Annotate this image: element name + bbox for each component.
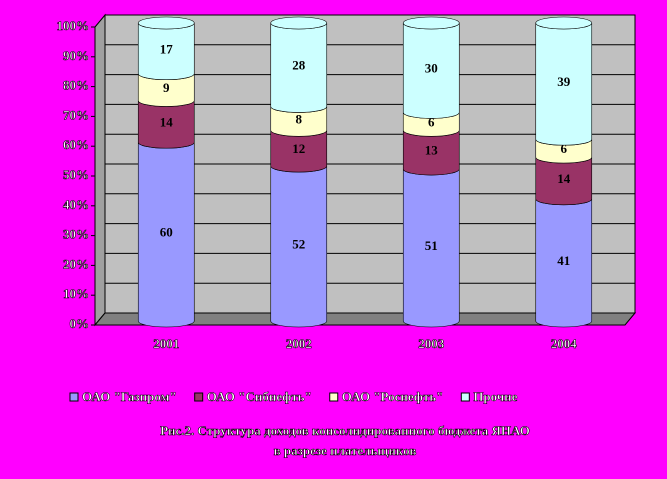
data-label: 17 [160, 41, 174, 56]
data-label: 14 [160, 114, 174, 129]
x-tick-label: 2002 [286, 336, 312, 351]
chart-title: Рис.2. Структура доходов консолидированн… [160, 423, 530, 438]
cylinder-top [270, 16, 328, 30]
y-tick-label: 80% [63, 78, 89, 93]
x-tick-label: 2001 [153, 336, 179, 351]
legend-swatch [329, 392, 339, 402]
legend-swatch [460, 392, 470, 402]
data-label: 6 [428, 114, 435, 129]
legend-label: ОАО "Газпром" [82, 389, 177, 404]
data-label: 41 [557, 253, 570, 268]
x-tick-label: 2004 [551, 336, 578, 351]
y-tick-label: 0% [70, 316, 90, 331]
data-label: 14 [557, 171, 571, 186]
cylinder-top [402, 16, 460, 30]
data-label: 6 [561, 141, 568, 156]
chart-title: в разрезе плательщиков [274, 443, 417, 458]
data-label: 39 [557, 74, 571, 89]
data-label: 9 [163, 80, 170, 95]
data-label: 12 [292, 141, 305, 156]
cylinder-top [137, 16, 195, 30]
y-tick-label: 100% [57, 18, 90, 33]
y-tick-label: 30% [63, 227, 89, 242]
y-tick-label: 90% [63, 48, 89, 63]
legend-swatch [69, 392, 79, 402]
x-tick-label: 2003 [418, 336, 445, 351]
data-label: 52 [292, 237, 305, 252]
data-label: 13 [425, 143, 439, 158]
side-wall [94, 13, 106, 327]
legend-label: ОАО "Роснефть" [342, 389, 444, 404]
data-label: 8 [296, 111, 303, 126]
data-label: 51 [425, 238, 438, 253]
y-tick-label: 70% [63, 107, 89, 122]
cylinder-top [535, 16, 593, 30]
data-label: 60 [160, 225, 173, 240]
y-tick-label: 20% [63, 256, 89, 271]
y-tick-label: 40% [63, 197, 89, 212]
legend-label: ОАО "Сибнефть" [207, 389, 312, 404]
y-tick-label: 10% [63, 286, 89, 301]
data-label: 30 [425, 61, 438, 76]
legend-swatch [194, 392, 204, 402]
legend-label: Прочие [473, 389, 517, 404]
y-tick-label: 50% [63, 167, 89, 182]
y-tick-label: 60% [63, 137, 89, 152]
data-label: 28 [292, 58, 306, 73]
